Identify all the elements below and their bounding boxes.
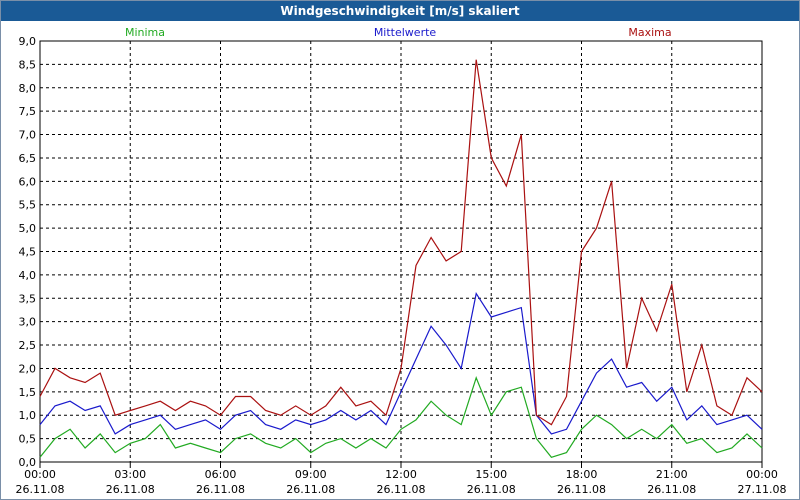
x-tick-date: 26.11.08: [557, 483, 606, 496]
y-tick-label: 3,0: [19, 316, 37, 329]
y-tick-label: 7,0: [19, 129, 37, 142]
window-title: Windgeschwindigkeit [m/s] skaliert: [1, 1, 799, 21]
x-tick-time: 12:00: [385, 468, 417, 481]
x-tick-date: 26.11.08: [467, 483, 516, 496]
x-tick-time: 15:00: [475, 468, 507, 481]
x-tick-time: 03:00: [114, 468, 146, 481]
y-tick-label: 2,0: [19, 362, 37, 375]
x-tick-time: 09:00: [295, 468, 327, 481]
x-tick-date: 26.11.08: [196, 483, 245, 496]
y-tick-label: 6,0: [19, 175, 37, 188]
y-tick-label: 2,5: [19, 339, 37, 352]
legend-entry: Minima: [125, 26, 165, 39]
y-tick-label: 7,5: [19, 105, 37, 118]
series-lines: [39, 59, 763, 458]
series-maxima-line: [39, 59, 763, 426]
legend: Minima Mittelwerte Maxima: [125, 26, 672, 39]
x-tick-time: 18:00: [566, 468, 598, 481]
y-tick-label: 1,5: [19, 386, 37, 399]
x-tick-time: 00:00: [24, 468, 56, 481]
x-tick-date: 26.11.08: [106, 483, 155, 496]
y-tick-label: 5,5: [19, 199, 37, 212]
y-tick-label: 9,0: [19, 35, 37, 48]
legend-entry: Mittelwerte: [374, 26, 437, 39]
x-tick-date: 26.11.08: [286, 483, 335, 496]
y-tick-label: 3,5: [19, 292, 37, 305]
legend-entry: Maxima: [628, 26, 671, 39]
x-tick-date: 26.11.08: [647, 483, 696, 496]
y-tick-label: 4,0: [19, 269, 37, 282]
y-tick-label: 5,0: [19, 222, 37, 235]
x-tick-date: 26.11.08: [16, 483, 65, 496]
x-tick-time: 00:00: [746, 468, 778, 481]
x-tick-time: 06:00: [205, 468, 237, 481]
y-tick-label: 0,5: [19, 433, 37, 446]
y-tick-label: 8,5: [19, 58, 37, 71]
series-mittelwerte-line: [39, 292, 763, 435]
y-tick-label: 1,0: [19, 409, 37, 422]
x-tick-time: 21:00: [656, 468, 688, 481]
y-axis: 0,0 0,5 1,0 1,5 2,0 2,5 3,0 3,5 4,0 4,5 5,0 5,5 6,0 6…: [19, 35, 37, 469]
y-tick-label: 6,5: [19, 152, 37, 165]
series-minima-line: [39, 376, 763, 458]
y-tick-label: 8,0: [19, 82, 37, 95]
x-axis: 00:00 26.11.08 03:00 26.11.08 06:00 26.11.08 0…: [16, 462, 787, 496]
x-tick-date: 27.11.08: [738, 483, 787, 496]
y-tick-label: 4,5: [19, 246, 37, 259]
y-tick-label: 0,0: [19, 456, 37, 469]
grid: [40, 41, 762, 462]
x-tick-date: 26.11.08: [377, 483, 426, 496]
